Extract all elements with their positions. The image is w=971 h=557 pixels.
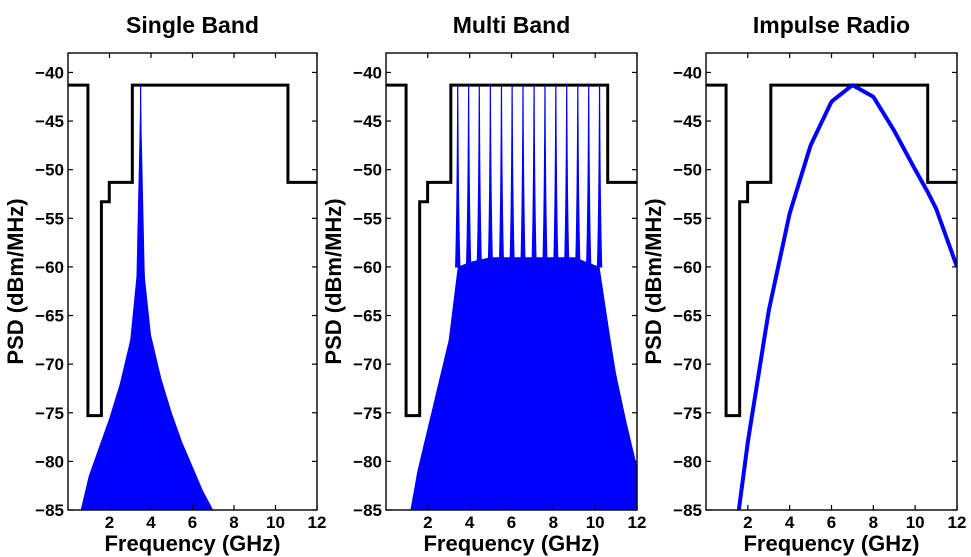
chart-title: Multi Band	[453, 12, 571, 38]
x-tick-label: 8	[229, 513, 238, 532]
chart-panel-3: 2 4 6 8 10 12 −40 −45 −50 −55 −60 −65 −70 −75 −80 −85 Im…	[641, 12, 966, 556]
y-tick-label: −45	[353, 112, 382, 131]
x-tick-label: 12	[948, 513, 967, 532]
y-tick-label: −80	[35, 452, 64, 471]
x-tick-label: 4	[785, 513, 795, 532]
emission-mask-line	[68, 83, 317, 418]
psd-peak	[542, 85, 548, 268]
plot-area	[68, 83, 317, 510]
y-tick-label: −85	[353, 501, 382, 520]
y-tick-label: −65	[353, 307, 382, 326]
x-tick-label: 12	[308, 513, 327, 532]
psd-peak	[487, 85, 494, 268]
y-tick-label: −60	[353, 258, 382, 277]
x-tick-label: 10	[586, 513, 605, 532]
x-tick-label: 4	[146, 513, 156, 532]
x-axis-label: Frequency (GHz)	[423, 531, 599, 556]
axes-box	[705, 52, 958, 511]
x-tick-label: 6	[827, 513, 836, 532]
y-tick-label: −70	[353, 355, 382, 374]
y-tick-label: −40	[673, 63, 702, 82]
y-tick-label: −85	[35, 501, 64, 520]
psd-peak	[498, 85, 505, 268]
psd-peak	[137, 85, 144, 268]
psd-peak	[531, 85, 537, 268]
y-tick-label: −50	[35, 161, 64, 180]
y-axis-label: PSD (dBm/MHz)	[641, 198, 666, 364]
psd-peak	[596, 85, 603, 268]
y-tick-label: −45	[35, 112, 64, 131]
x-tick-label: 10	[266, 513, 285, 532]
psd-peak	[509, 85, 515, 268]
x-tick-label: 10	[906, 513, 925, 532]
x-tick-label: 6	[507, 513, 516, 532]
y-tick-label: −40	[353, 63, 382, 82]
plot-area	[706, 83, 957, 510]
x-tick-label: 2	[105, 513, 114, 532]
y-tick-label: −70	[673, 355, 702, 374]
y-tick-label: −50	[353, 161, 382, 180]
y-tick-label: −80	[353, 452, 382, 471]
x-axis-label: Frequency (GHz)	[743, 531, 919, 556]
y-tick-label: −75	[353, 404, 382, 423]
y-tick-label: −65	[35, 307, 64, 326]
y-tick-label: −55	[35, 209, 64, 228]
x-axis-label: Frequency (GHz)	[104, 531, 280, 556]
y-tick-label: −55	[673, 209, 702, 228]
emission-mask-line	[386, 83, 637, 418]
y-tick-label: −50	[673, 161, 702, 180]
x-tick-label: 12	[628, 513, 647, 532]
chart-panel-2: 2 4 6 8 10 12 −40 −45 −50 −55 −60 −65 −70 −75 −80 −85 Mu…	[321, 12, 646, 556]
y-tick-label: −40	[35, 63, 64, 82]
x-tick-label: 8	[549, 513, 558, 532]
psd-peak	[520, 85, 526, 268]
y-tick-label: −45	[673, 112, 702, 131]
psd-fill	[80, 88, 214, 510]
psd-peak	[465, 85, 472, 268]
psd-curve	[736, 83, 957, 510]
y-tick-label: −60	[35, 258, 64, 277]
x-tick-label: 8	[869, 513, 878, 532]
chart-title: Impulse Radio	[753, 12, 910, 38]
x-tick-label: 4	[465, 513, 475, 532]
psd-fill	[410, 257, 637, 510]
x-tick-label: 6	[188, 513, 197, 532]
y-axis-label: PSD (dBm/MHz)	[3, 198, 28, 364]
x-tick-label: 2	[423, 513, 432, 532]
psd-peak	[476, 85, 482, 268]
y-tick-label: −80	[673, 452, 702, 471]
plot-area	[386, 83, 637, 510]
y-tick-label: −70	[35, 355, 64, 374]
y-tick-label: −55	[353, 209, 382, 228]
y-tick-label: −85	[673, 501, 702, 520]
y-axis-label: PSD (dBm/MHz)	[321, 198, 346, 364]
psd-peak	[575, 85, 581, 268]
emission-mask-line	[706, 83, 957, 418]
psd-peak	[455, 85, 461, 268]
chart-panel-1: 2 4 6 8 10 12 −40 −45 −50 −55 −60 −65 −70 −75 −80 −85 Si…	[3, 12, 326, 556]
x-tick-label: 2	[743, 513, 752, 532]
psd-peak	[564, 85, 570, 268]
y-tick-label: −75	[35, 404, 64, 423]
y-tick-label: −60	[673, 258, 702, 277]
psd-peak	[585, 85, 592, 268]
chart-title: Single Band	[126, 12, 259, 38]
y-tick-label: −75	[673, 404, 702, 423]
y-tick-label: −65	[673, 307, 702, 326]
psd-peak	[553, 85, 559, 268]
